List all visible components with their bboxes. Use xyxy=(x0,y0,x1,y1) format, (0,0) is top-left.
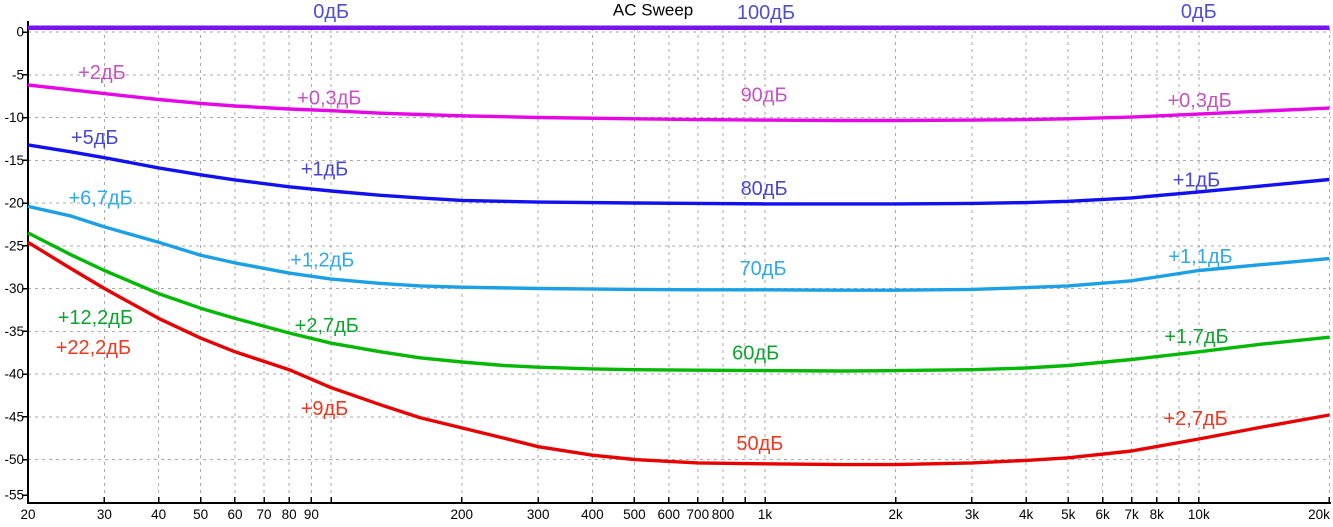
x-tick-label: 20 xyxy=(20,507,35,522)
x-tick-label: 200 xyxy=(451,507,474,522)
x-tick-label: 5k xyxy=(1061,507,1076,522)
x-tick-label: 40 xyxy=(151,507,166,522)
x-tick-label: 1k xyxy=(758,507,773,522)
y-tick-label: -5 xyxy=(12,67,24,82)
label-50-mid: +9дБ xyxy=(301,398,349,420)
x-tick-label: 3k xyxy=(965,507,980,522)
label-90-left: +2дБ xyxy=(78,62,126,84)
label-100db: 100дБ xyxy=(737,2,795,24)
label-70-right: +1,1дБ xyxy=(1168,246,1232,268)
y-tick-label: -50 xyxy=(4,452,24,467)
label-50-right: +2,7дБ xyxy=(1163,408,1227,430)
curve-80db xyxy=(27,143,1330,206)
x-tick-label: 30 xyxy=(97,507,112,522)
label-60-left: +12,2дБ xyxy=(58,307,133,329)
x-tick-label: 20k xyxy=(1308,507,1330,522)
curves xyxy=(27,25,1330,467)
y-tick-label: -30 xyxy=(4,281,24,296)
x-tick-label: 700 xyxy=(687,507,710,522)
label-80-left: +5дБ xyxy=(71,127,119,149)
x-tick-label: 600 xyxy=(658,507,681,522)
x-tick-label: 70 xyxy=(257,507,272,522)
label-0db-right: 0дБ xyxy=(1181,1,1217,23)
curve-60db xyxy=(27,231,1330,373)
x-tick-label: 4k xyxy=(1019,507,1034,522)
y-tick-label: -20 xyxy=(4,196,24,211)
label-60db: 60дБ xyxy=(732,342,779,364)
grid xyxy=(28,28,1331,503)
x-tick-label: 50 xyxy=(193,507,208,522)
label-80-right: +1дБ xyxy=(1173,170,1221,192)
label-70db: 70дБ xyxy=(740,258,787,280)
x-tick-label: 800 xyxy=(712,507,735,522)
label-60-mid: +2,7дБ xyxy=(295,315,359,337)
x-tick-label: 300 xyxy=(527,507,550,522)
curve-50db xyxy=(27,240,1330,467)
x-tick-label: 90 xyxy=(304,507,319,522)
x-tick-labels: 20 30 40 50 60 70 80 90 200 300 400 500 600 700 800 1k 2… xyxy=(20,507,1330,522)
label-60-right: +1,7дБ xyxy=(1164,326,1228,348)
label-50-left: +22,2дБ xyxy=(56,337,131,359)
x-tick-label: 80 xyxy=(282,507,297,522)
x-tick-label: 7k xyxy=(1124,507,1139,522)
x-tick-label: 6k xyxy=(1095,507,1110,522)
label-80db: 80дБ xyxy=(741,178,788,200)
curve-70db xyxy=(27,204,1330,292)
chart-title: AC Sweep xyxy=(613,1,693,20)
axes xyxy=(22,21,1331,504)
label-80-mid: +1дБ xyxy=(301,159,349,181)
label-0db-left: 0дБ xyxy=(313,1,349,23)
x-tick-label: 10k xyxy=(1188,507,1210,522)
y-tick-label: -45 xyxy=(4,409,24,424)
y-tick-labels: 0 -5 -10 -15 -20 -25 -30 -35 -40 -45 -50 -55 xyxy=(4,25,24,503)
y-tick-label: -40 xyxy=(4,367,24,382)
label-90db: 90дБ xyxy=(741,85,788,107)
curve-90db xyxy=(27,83,1330,123)
y-tick-label: -55 xyxy=(4,488,24,503)
x-tick-label: 500 xyxy=(623,507,646,522)
y-tick-label: -15 xyxy=(4,153,24,168)
y-tick-label: 0 xyxy=(16,25,24,40)
x-tick-label: 60 xyxy=(227,507,242,522)
y-tick-label: -25 xyxy=(4,238,24,253)
x-tick-label: 2k xyxy=(888,507,903,522)
y-tick-label: -10 xyxy=(4,110,24,125)
label-70-left: +6,7дБ xyxy=(68,188,132,210)
y-tick-label: -35 xyxy=(4,324,24,339)
annotations: 0дБ AC Sweep 100дБ 0дБ +2дБ +0,3дБ 90дБ +0,3дБ +… xyxy=(56,1,1233,456)
label-70-mid: +1,2дБ xyxy=(290,250,354,272)
label-90-mid: +0,3дБ xyxy=(297,88,361,110)
x-tick-label: 8k xyxy=(1150,507,1165,522)
label-50db: 50дБ xyxy=(736,433,783,455)
x-tick-label: 400 xyxy=(581,507,604,522)
label-90-right: +0,3дБ xyxy=(1167,90,1231,112)
